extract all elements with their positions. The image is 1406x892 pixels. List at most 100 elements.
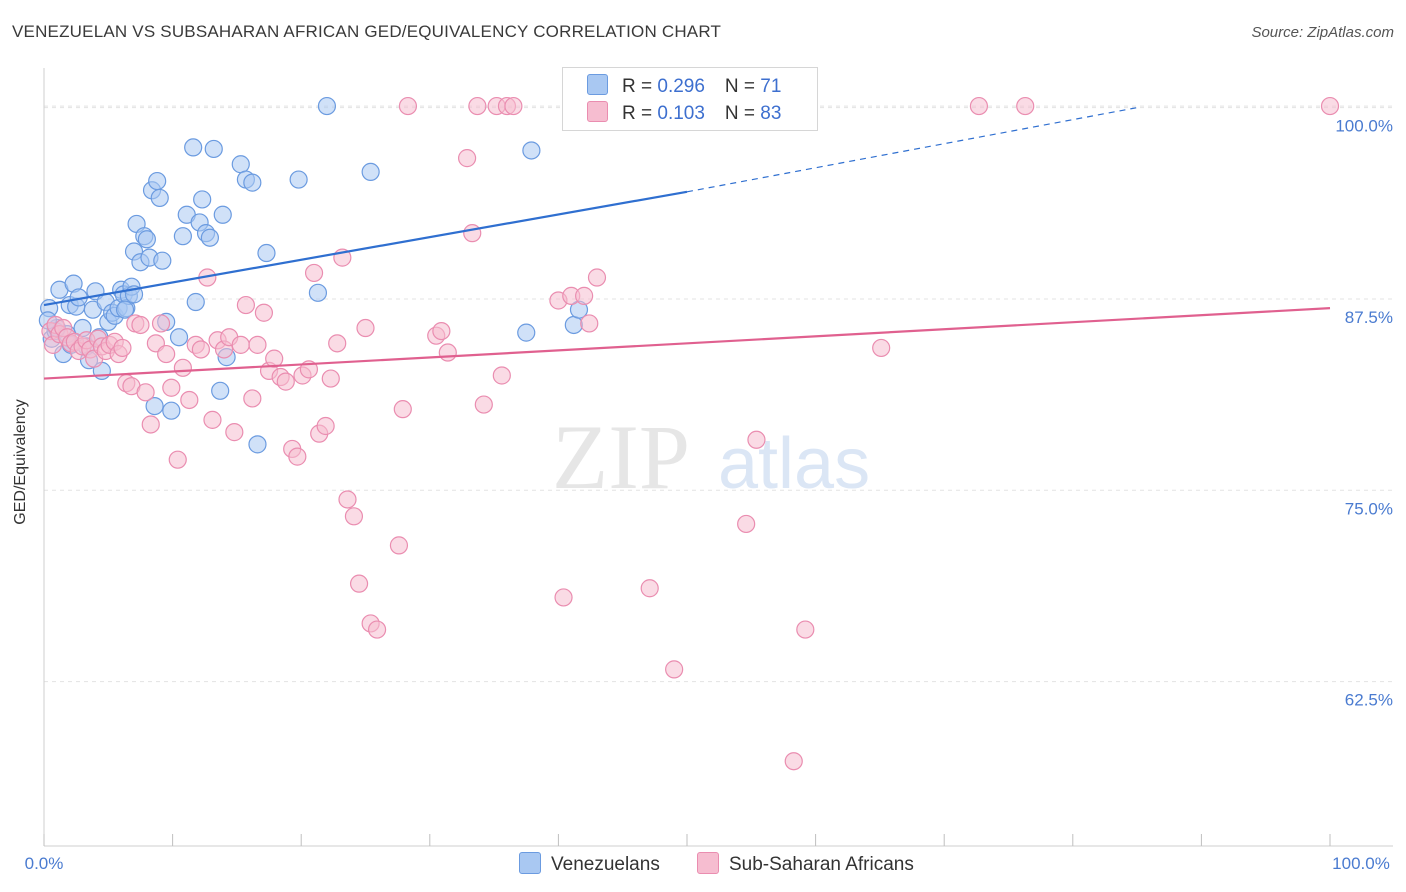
scatter-point xyxy=(193,190,212,209)
scatter-point xyxy=(248,435,267,454)
scatter-point xyxy=(564,315,583,335)
scatter-point xyxy=(151,314,171,333)
trend-lines xyxy=(43,107,1331,380)
watermark-zip: ZIP xyxy=(552,406,690,508)
y-tick-label: 75.0% xyxy=(1345,499,1393,518)
scatter-point xyxy=(796,620,815,639)
bottom-legend-venezuelans: Venezuelans xyxy=(519,852,660,876)
scatter-point xyxy=(432,321,451,341)
scatter-point xyxy=(517,323,536,342)
scatter-point xyxy=(1016,96,1035,116)
scatter-point xyxy=(200,228,219,247)
scatter-point xyxy=(145,396,164,416)
legend-n-value: 83 xyxy=(760,103,782,124)
bottom-legend-swatch-africans xyxy=(697,852,719,874)
bottom-legend-label-africans: Sub-Saharan Africans xyxy=(729,854,914,875)
trend-line-venezuelans xyxy=(43,190,688,307)
scatter-point xyxy=(289,170,308,189)
legend-r-label: R = xyxy=(622,76,658,97)
y-tick-label: 62.5% xyxy=(1345,691,1393,710)
scatter-point xyxy=(317,96,337,116)
scatter-point xyxy=(969,96,989,116)
legend-n-label: N = xyxy=(724,103,761,124)
legend-r-value: 0.103 xyxy=(657,103,705,124)
scatter-point xyxy=(393,400,412,419)
legend-row-africans: R = 0.103 N = 83 xyxy=(587,101,781,127)
scatter-point xyxy=(504,96,523,116)
scatter-point xyxy=(304,263,324,283)
scatter-point xyxy=(747,430,766,449)
legend-swatch-venezuelans xyxy=(587,74,608,95)
scatter-point xyxy=(191,340,210,359)
scatter-point xyxy=(367,620,387,639)
scatter-point xyxy=(438,343,457,362)
scatter-point xyxy=(308,283,328,302)
legend-n-value: 71 xyxy=(760,76,782,97)
scatter-point xyxy=(254,303,274,322)
scatter-point xyxy=(186,292,205,312)
scatter-point xyxy=(153,251,172,270)
scatter-point xyxy=(173,358,192,377)
scatter-point xyxy=(136,383,155,402)
africans-points xyxy=(41,96,1340,771)
scatter-point xyxy=(463,224,482,243)
scatter-point xyxy=(276,372,295,391)
bottom-legend-label-venezuelans: Venezuelans xyxy=(551,854,660,875)
legend-n-label: N = xyxy=(724,76,761,97)
scatter-point xyxy=(131,315,150,335)
scatter-point xyxy=(665,660,684,679)
scatter-point xyxy=(321,369,340,388)
scatter-point xyxy=(113,338,132,358)
scatter-point xyxy=(148,171,167,191)
y-tick-label: 100.0% xyxy=(1335,117,1393,136)
scatter-point xyxy=(265,349,284,368)
scatter-point xyxy=(213,205,232,224)
scatter-point xyxy=(356,318,375,338)
x-ticks xyxy=(43,834,1331,846)
scatter-point xyxy=(389,536,409,555)
bottom-legend-swatch-venezuelans xyxy=(519,852,541,874)
scatter-point xyxy=(344,507,364,526)
scatter-point xyxy=(587,268,607,287)
x-tick-label-min: 0.0% xyxy=(25,854,64,873)
trend-line-africans xyxy=(43,307,1331,380)
y-tick-labels: 62.5% 75.0% 87.5% 100.0% xyxy=(1335,117,1393,710)
correlation-legend: R = 0.296 N = 71 R = 0.103 N = 83 xyxy=(562,67,818,131)
scatter-point xyxy=(361,162,380,182)
scatter-point xyxy=(522,141,541,160)
x-tick-label-max: 100.0% xyxy=(1332,854,1390,873)
scatter-point xyxy=(169,328,189,347)
scatter-point xyxy=(137,230,156,249)
scatter-point xyxy=(457,149,477,168)
scatter-point xyxy=(162,401,181,420)
scatter-point xyxy=(328,334,347,353)
scatter-point xyxy=(150,188,169,208)
chart-title: VENEZUELAN VS SUBSAHARAN AFRICAN GED/EQU… xyxy=(12,22,722,41)
legend-row-venezuelans: R = 0.296 N = 71 xyxy=(587,74,781,100)
scatter-point xyxy=(1320,96,1340,116)
scatter-point xyxy=(184,138,203,157)
scatter-point xyxy=(338,490,357,509)
scatter-point xyxy=(162,378,181,397)
scatter-point xyxy=(575,286,594,305)
scatter-point xyxy=(211,381,230,400)
scatter-point xyxy=(398,96,418,116)
scatter-point xyxy=(173,227,192,246)
scatter-point xyxy=(225,423,244,442)
scatter-point xyxy=(737,514,756,534)
bottom-legend-africans: Sub-Saharan Africans xyxy=(697,852,914,876)
scatter-point xyxy=(141,415,160,434)
scatter-point xyxy=(248,335,267,354)
legend-r-value: 0.296 xyxy=(657,76,705,97)
scatter-point xyxy=(257,243,276,263)
scatter-point xyxy=(243,173,262,192)
scatter-point xyxy=(115,300,135,319)
axes xyxy=(43,68,1393,847)
scatter-point xyxy=(168,450,187,469)
scatter-point xyxy=(236,295,256,315)
scatter-point xyxy=(580,314,599,333)
scatter-point xyxy=(640,579,659,598)
y-tick-label: 87.5% xyxy=(1345,308,1393,327)
scatter-point xyxy=(231,335,250,354)
